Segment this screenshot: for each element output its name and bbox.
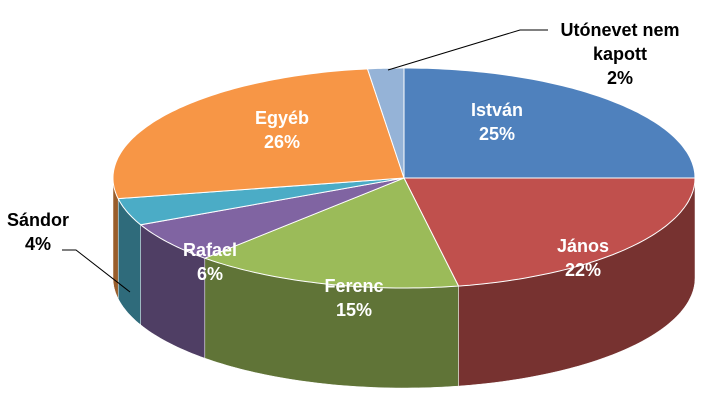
value-label: 22%: [564, 260, 602, 280]
category-label: Sándor: [6, 210, 70, 230]
category-label: Ferenc: [324, 276, 384, 296]
category-label: Rafael: [182, 240, 238, 260]
category-label: Utónevet nem kapott: [560, 20, 680, 64]
slice: [139, 177, 405, 259]
slice-label: Ferenc 15%: [324, 274, 383, 322]
slice: [203, 177, 460, 289]
slice: [403, 67, 696, 179]
slice-label: István 25%: [471, 98, 523, 146]
value-label: 6%: [196, 264, 223, 284]
slice-label: János 22%: [557, 234, 609, 282]
slice-label: Rafael 6%: [183, 238, 237, 286]
value-label: 26%: [263, 132, 301, 152]
slice-label: Sándor 4%: [7, 208, 69, 256]
value-label: 15%: [335, 300, 373, 320]
leader-line: [62, 249, 131, 293]
slice: [366, 67, 405, 179]
slice: [403, 177, 696, 287]
slice: [117, 177, 405, 226]
slice-label: Egyéb 26%: [255, 106, 309, 154]
leader-line: [387, 29, 548, 71]
value-label: 25%: [478, 124, 516, 144]
slice-label: Utónevet nem kapott 2%: [550, 18, 690, 90]
category-label: Egyéb: [254, 108, 310, 128]
category-label: István: [470, 100, 524, 120]
value-label: 4%: [24, 234, 52, 254]
slice: [112, 68, 405, 200]
value-label: 2%: [606, 68, 633, 88]
category-label: János: [556, 236, 610, 256]
